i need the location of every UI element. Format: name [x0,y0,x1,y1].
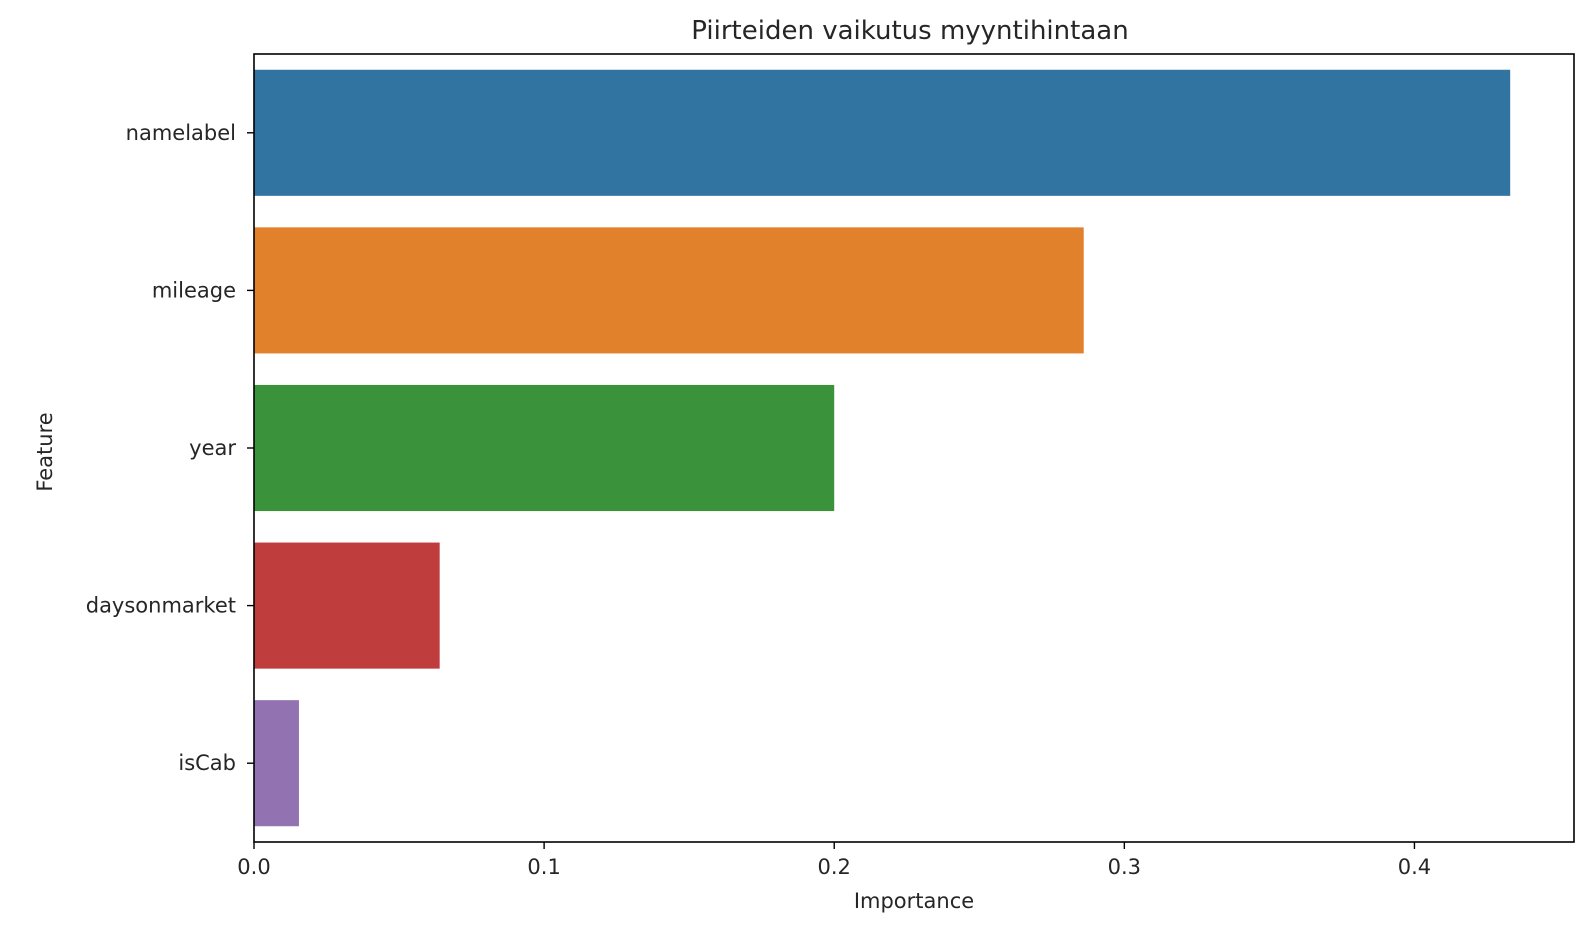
x-tick-label: 0.4 [1398,855,1431,879]
x-tick-label: 0.1 [527,855,560,879]
plot-frame [253,53,1575,843]
x-axis-label: Importance [854,889,974,913]
bar-isCab [254,700,299,827]
bars-layer [254,69,1511,827]
y-tick-label: isCab [178,751,236,775]
y-tick-label: year [189,436,236,460]
chart-title: Piirteiden vaikutus myyntihintaan [691,16,1128,46]
x-tick-label: 0.2 [818,855,851,879]
x-tick-label: 0.0 [237,855,270,879]
x-axis-ticks: 0.0 0.1 0.2 0.3 0.4 [237,842,1431,879]
bar-namelabel [254,69,1511,196]
bar-mileage [254,227,1084,354]
bar-daysonmarket [254,542,440,669]
y-axis-ticks: namelabel mileage year daysonmarket isCab [86,121,254,775]
x-tick-label: 0.3 [1108,855,1141,879]
y-tick-label: namelabel [126,121,236,145]
bar-year [254,384,835,512]
y-tick-label: mileage [152,278,236,302]
y-axis-label: Feature [33,412,57,491]
y-tick-label: daysonmarket [86,594,236,618]
